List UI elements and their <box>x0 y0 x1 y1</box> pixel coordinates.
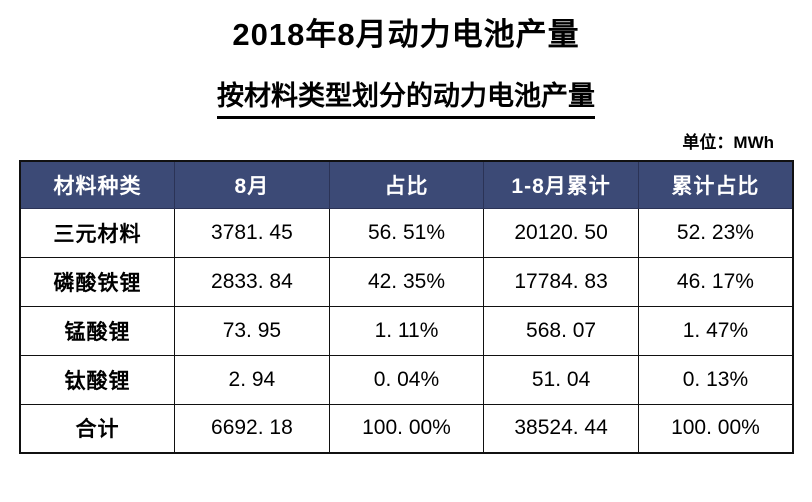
cell-cumulative-value: 568. 07 <box>483 305 639 356</box>
unit-label: 单位：MWh <box>682 133 774 152</box>
cell-material: 钛酸锂 <box>19 354 176 405</box>
column-header-august: 8月 <box>174 160 330 209</box>
table-row-lmo: 锰酸锂 73. 95 1. 11% 568. 07 1. 47% <box>19 305 794 356</box>
cell-cumulative-value: 51. 04 <box>483 354 639 405</box>
table-row-lfp: 磷酸铁锂 2833. 84 42. 35% 17784. 83 46. 17% <box>19 256 794 307</box>
cell-august-value: 2833. 84 <box>174 256 330 307</box>
table-row-total: 合计 6692. 18 100. 00% 38524. 44 100. 00% <box>19 403 794 454</box>
cell-august-value: 6692. 18 <box>174 403 330 454</box>
cell-august-value: 2. 94 <box>174 354 330 405</box>
cell-cumulative-share-value: 100. 00% <box>637 403 794 454</box>
cell-material: 磷酸铁锂 <box>19 256 176 307</box>
cell-cumulative-share-value: 52. 23% <box>637 207 794 258</box>
column-header-cumulative: 1-8月累计 <box>483 160 639 209</box>
cell-material: 三元材料 <box>19 207 176 258</box>
article-page: 2018年8月动力电池产量 按材料类型划分的动力电池产量 单位：MWh 材料种类… <box>0 14 812 502</box>
cell-material: 合计 <box>19 403 176 454</box>
cell-cumulative-value: 38524. 44 <box>483 403 639 454</box>
table-header-row: 材料种类 8月 占比 1-8月累计 累计占比 <box>19 160 794 209</box>
page-subtitle: 按材料类型划分的动力电池产量 <box>0 78 812 119</box>
cell-share-value: 56. 51% <box>328 207 485 258</box>
cell-august-value: 3781. 45 <box>174 207 330 258</box>
cell-cumulative-value: 17784. 83 <box>483 256 639 307</box>
subtitle-text: 按材料类型划分的动力电池产量 <box>217 78 595 119</box>
cell-cumulative-value: 20120. 50 <box>483 207 639 258</box>
page-title: 2018年8月动力电池产量 <box>232 17 580 52</box>
cell-material: 锰酸锂 <box>19 305 176 356</box>
battery-production-table: 材料种类 8月 占比 1-8月累计 累计占比 三元材料 3781. 45 56.… <box>19 160 794 454</box>
cell-august-value: 73. 95 <box>174 305 330 356</box>
cell-cumulative-share-value: 0. 13% <box>637 354 794 405</box>
column-header-share: 占比 <box>328 160 485 209</box>
cell-share-value: 100. 00% <box>328 403 485 454</box>
cell-share-value: 1. 11% <box>328 305 485 356</box>
column-header-cumulative-share: 累计占比 <box>637 160 794 209</box>
cell-share-value: 0. 04% <box>328 354 485 405</box>
cell-cumulative-share-value: 46. 17% <box>637 256 794 307</box>
cell-share-value: 42. 35% <box>328 256 485 307</box>
table-row-ternary: 三元材料 3781. 45 56. 51% 20120. 50 52. 23% <box>19 207 794 258</box>
column-header-material: 材料种类 <box>19 160 176 209</box>
table-row-lto: 钛酸锂 2. 94 0. 04% 51. 04 0. 13% <box>19 354 794 405</box>
cell-cumulative-share-value: 1. 47% <box>637 305 794 356</box>
